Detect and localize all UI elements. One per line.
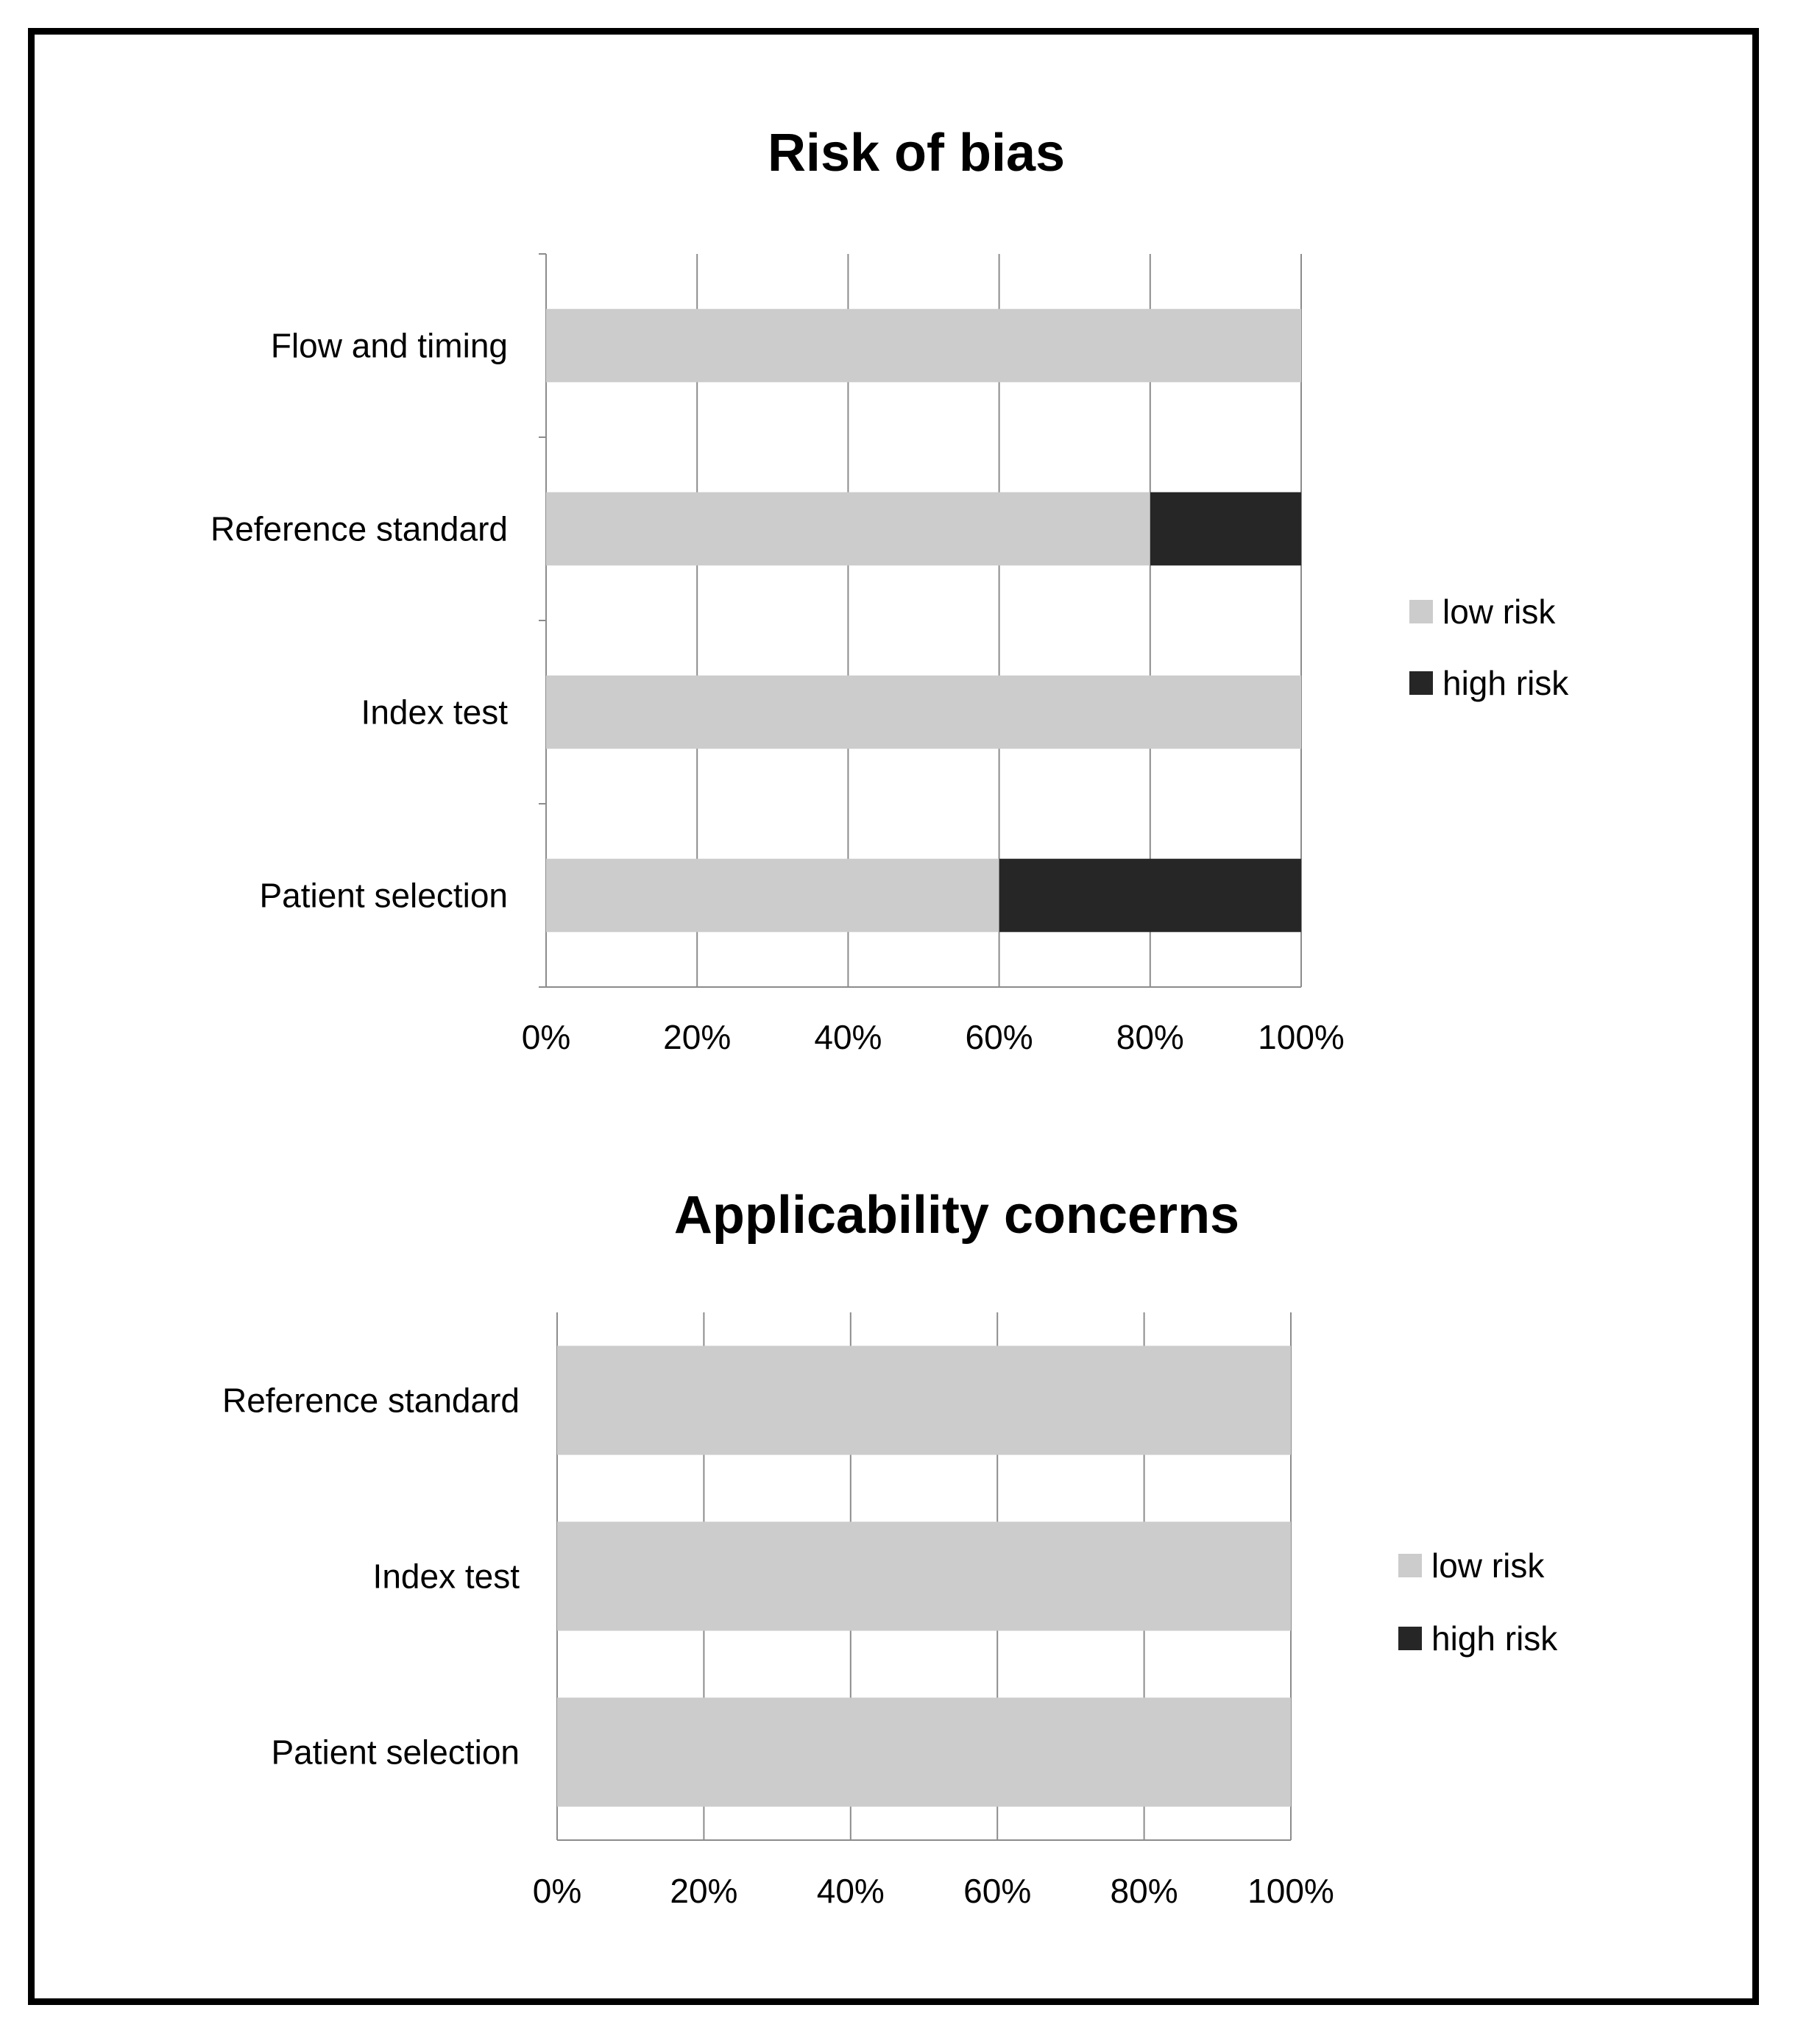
x-tick-label: 100%: [1258, 1018, 1345, 1056]
bar-low-risk: [546, 675, 1301, 749]
x-tick-label: 0%: [522, 1018, 570, 1056]
x-tick-label: 40%: [814, 1018, 882, 1056]
category-label: Reference standard: [222, 1382, 520, 1420]
legend-swatch: [1409, 600, 1433, 623]
legend-label: low risk: [1431, 1546, 1545, 1585]
legend-label: high risk: [1442, 664, 1569, 702]
x-tick-label: 0%: [533, 1872, 581, 1910]
category-label: Patient selection: [259, 877, 508, 915]
bar-low-risk: [557, 1697, 1291, 1807]
legend-swatch: [1398, 1554, 1422, 1577]
x-tick-label: 80%: [1116, 1018, 1184, 1056]
x-tick-label: 60%: [966, 1018, 1033, 1056]
category-label: Flow and timing: [271, 327, 508, 365]
chart-title: Applicability concerns: [674, 1186, 1239, 1245]
bar-low-risk: [557, 1521, 1291, 1631]
bar-high-risk: [1150, 492, 1301, 566]
bar-low-risk: [546, 308, 1301, 383]
legend-label: low risk: [1442, 593, 1556, 631]
bar-low-risk: [546, 858, 999, 933]
bar-high-risk: [999, 858, 1301, 933]
bar-low-risk: [546, 492, 1150, 566]
x-tick-label: 60%: [963, 1872, 1031, 1910]
legend-swatch: [1409, 671, 1433, 695]
x-tick-label: 20%: [670, 1872, 737, 1910]
legend-swatch: [1398, 1627, 1422, 1650]
category-label: Index test: [361, 693, 509, 732]
x-tick-label: 40%: [817, 1872, 885, 1910]
legend-label: high risk: [1431, 1619, 1558, 1658]
category-label: Patient selection: [271, 1733, 520, 1772]
x-tick-label: 20%: [663, 1018, 731, 1056]
category-label: Reference standard: [210, 510, 508, 548]
applicability-concerns-chart: Applicability concerns Reference standar…: [222, 1186, 1558, 1910]
category-label: Index test: [373, 1557, 520, 1596]
risk-of-bias-chart: Risk of bias Flow and timing Reference st…: [210, 124, 1569, 1056]
bar-low-risk: [557, 1345, 1291, 1455]
x-tick-label: 80%: [1111, 1872, 1178, 1910]
x-tick-label: 100%: [1247, 1872, 1334, 1910]
chart-title: Risk of bias: [768, 124, 1065, 183]
